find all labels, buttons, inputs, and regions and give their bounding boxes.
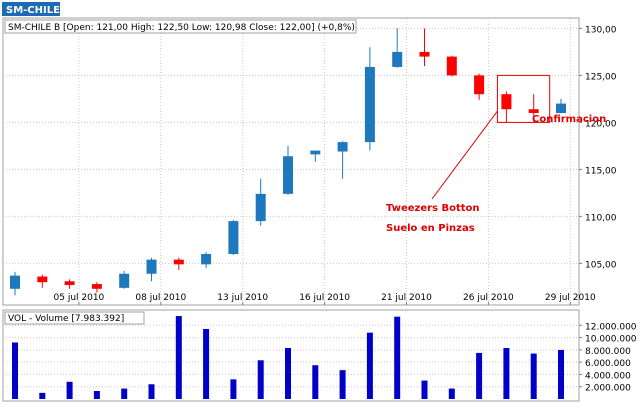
- volume-bar: [148, 384, 155, 399]
- price-ytick-label: 120,00: [585, 119, 617, 129]
- price-ytick-label: 130,00: [585, 25, 617, 35]
- price-x-axis: 05 jul 2010 08 jul 2010 13 jul 2010 16 jul …: [54, 293, 596, 305]
- header-symbol[interactable]: SM-CHILE B: [6, 5, 71, 16]
- price-ytick-label: 115,00: [585, 166, 617, 176]
- volume-bar: [121, 388, 128, 399]
- candle-down: [37, 276, 48, 283]
- price-xtick-label: 08 jul 2010: [135, 293, 186, 303]
- tweezers-annotation: Tweezers Botton Suelo en Pinzas Confirma…: [386, 74, 606, 234]
- candle-up: [337, 142, 348, 152]
- volume-bar: [421, 380, 428, 399]
- candle-down: [173, 259, 184, 265]
- volume-ytick-label: 12.000.000: [585, 322, 637, 332]
- price-xtick-label: 05 jul 2010: [54, 293, 105, 303]
- volume-bar: [230, 379, 237, 399]
- volume-bar: [558, 349, 564, 399]
- price-xtick-label: 13 jul 2010: [217, 293, 268, 303]
- candle-up: [255, 193, 266, 222]
- volume-bar: [203, 328, 210, 399]
- candle-up: [310, 150, 321, 155]
- price-xtick-label: 21 jul 2010: [381, 293, 432, 303]
- volume-ytick-label: 6.000.000: [585, 359, 631, 369]
- candle-down: [64, 281, 75, 286]
- volume-bar: [366, 332, 373, 399]
- volume-ytick-label: 10.000.000: [585, 335, 637, 345]
- price-xtick-label: 26 jul 2010: [463, 293, 514, 303]
- candle-down: [528, 109, 539, 113]
- volume-bar: [285, 348, 291, 399]
- confirmation-label: Confirmacion: [532, 114, 606, 125]
- candle-up: [201, 254, 212, 265]
- candle-up: [283, 156, 293, 194]
- volume-bar: [503, 348, 510, 399]
- price-info-text: SM-CHILE B [Open: 121,00 High: 122,50 Lo…: [8, 23, 355, 33]
- volume-bar: [530, 353, 537, 399]
- candle-up: [556, 103, 566, 113]
- candle-up: [146, 259, 157, 274]
- pattern-label: Tweezers Botton: [386, 203, 480, 214]
- volume-bars: [12, 316, 564, 399]
- candle-up: [119, 273, 130, 288]
- header-tab: [2, 2, 60, 16]
- candle-up: [10, 275, 20, 289]
- volume-bar: [257, 360, 264, 399]
- price-ytick-label: 110,00: [585, 213, 617, 223]
- pattern-pointer-line: [431, 110, 498, 200]
- candle-down: [501, 94, 512, 110]
- pattern-label-es: Suelo en Pinzas: [386, 223, 475, 234]
- price-xtick-label: 16 jul 2010: [299, 293, 350, 303]
- volume-bar: [66, 381, 73, 399]
- price-legend-box: [4, 19, 357, 34]
- volume-bar: [12, 342, 18, 399]
- volume-ytick-label: 8.000.000: [585, 347, 631, 357]
- volume-legend-box: [4, 311, 145, 325]
- volume-bar: [39, 392, 46, 399]
- candle-up: [392, 51, 403, 67]
- pattern-highlight-box: [496, 74, 551, 123]
- candles: [10, 28, 566, 296]
- price-ytick-label: 125,00: [585, 72, 617, 82]
- volume-ytick-label: 2.000.000: [585, 384, 631, 394]
- volume-info-text: VOL - Volume [7.983.392]: [8, 314, 124, 324]
- volume-y-axis: 2.000.000 4.000.000 6.000.000 8.000.000 10.0…: [579, 322, 637, 394]
- candle-down: [474, 75, 485, 95]
- candle-down: [446, 56, 457, 76]
- candle-down: [91, 284, 102, 289]
- candle-down: [419, 51, 430, 57]
- volume-ytick-label: 4.000.000: [585, 371, 631, 381]
- volume-bar: [93, 391, 100, 399]
- price-y-axis: 105,00 110,00 115,00 120,00 125,00 130,00: [579, 25, 617, 270]
- price-xtick-label: 29 jul 2010: [545, 293, 596, 303]
- volume-bar: [339, 370, 346, 399]
- volume-bar: [175, 316, 182, 399]
- candle-up: [364, 66, 375, 143]
- candle-up: [228, 221, 239, 254]
- volume-bar: [476, 352, 483, 399]
- volume-bar: [448, 388, 455, 399]
- volume-bar: [394, 316, 401, 399]
- volume-bar: [312, 365, 319, 399]
- price-ytick-label: 105,00: [585, 260, 617, 270]
